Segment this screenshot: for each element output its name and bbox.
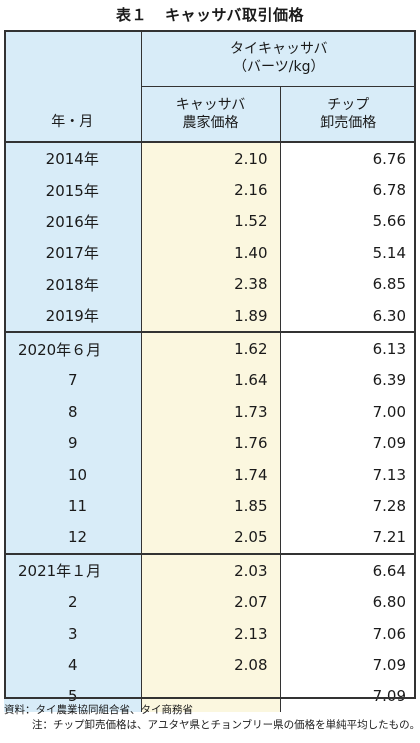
row-label: 4 xyxy=(4,649,142,681)
header-group-line1: タイキャッサバ xyxy=(230,41,328,57)
row-label: 10 xyxy=(4,458,142,491)
footnote: 注：チップ卸売価格は、アユタヤ県とチョンブリー県の価格を単純平均したもの。 xyxy=(32,719,420,731)
price-table: 年・月 タイキャッサバ （バーツ/kg） キャッサバ農家価格 チップ卸売価格 20… xyxy=(4,30,417,713)
farm-price-cell: 2.07 xyxy=(141,586,281,618)
table-row: 2019年 1.89 6.30 xyxy=(4,299,417,333)
row-label: 2017年 xyxy=(4,237,142,269)
table-row: 2014年 2.10 6.76 xyxy=(4,140,417,175)
farm-price-cell: 1.62 xyxy=(141,331,281,365)
chip-price-cell: 7.00 xyxy=(280,396,417,428)
row-label: 11 xyxy=(4,490,142,522)
source-note: 資料：タイ農業協同組合省、タイ商務省 xyxy=(4,704,193,716)
chip-price-cell: 7.09 xyxy=(280,427,417,459)
farm-price-cell: 2.03 xyxy=(141,553,281,587)
header-year-month: 年・月 xyxy=(4,30,142,142)
chip-price-cell: 7.09 xyxy=(280,649,417,681)
farm-price-cell: 1.89 xyxy=(141,299,281,333)
table-row: 3 2.13 7.06 xyxy=(4,617,417,650)
chip-price-cell: 6.64 xyxy=(280,553,417,587)
table-title-text: キャッサバ取引価格 xyxy=(165,6,304,24)
table-row: 7 1.64 6.39 xyxy=(4,364,417,397)
header-farm-price: キャッサバ 農家価格 xyxy=(141,86,281,142)
chip-price-cell: 7.21 xyxy=(280,521,417,555)
table-row: 9 1.76 7.09 xyxy=(4,427,417,459)
row-label: 2016年 xyxy=(4,205,142,238)
table-row: 10 1.74 7.13 xyxy=(4,458,417,491)
chip-price-cell: 6.30 xyxy=(280,299,417,333)
farm-price-cell: 1.76 xyxy=(141,427,281,459)
farm-price-cell: 1.64 xyxy=(141,364,281,397)
header-chip-line1: チップ xyxy=(327,97,370,113)
notes: 資料：タイ農業協同組合省、タイ商務省 注：チップ卸売価格は、アユタヤ県とチョンブ… xyxy=(4,703,420,733)
farm-price-cell: 2.38 xyxy=(141,268,281,300)
chip-price-cell: 6.78 xyxy=(280,174,417,206)
table-number: 表１ xyxy=(116,6,148,24)
table-row: 5 7.09 xyxy=(4,680,417,713)
row-label: 9 xyxy=(4,427,142,459)
header-farm-line2: 農家価格 xyxy=(182,115,239,131)
farm-price-cell: 1.85 xyxy=(141,490,281,522)
farm-price-cell: 1.40 xyxy=(141,237,281,269)
farm-price-cell: 1.74 xyxy=(141,458,281,491)
row-label: 8 xyxy=(4,396,142,428)
farm-price-cell xyxy=(141,680,281,713)
table-body: 2014年 2.10 6.76 2015年 2.16 6.78 2016年 1.52 5.66 2… xyxy=(4,140,417,713)
table-title: 表１ キャッサバ取引価格 xyxy=(0,4,420,25)
header-chip-price: チップ 卸売価格 xyxy=(280,86,417,142)
chip-price-cell: 5.66 xyxy=(280,205,417,238)
header-chip-line2: 卸売価格 xyxy=(320,115,377,131)
table-row: 2021年１月 2.03 6.64 xyxy=(4,553,417,587)
table-row: 2015年 2.16 6.78 xyxy=(4,174,417,206)
farm-price-cell: 2.08 xyxy=(141,649,281,681)
row-label: 2 xyxy=(4,586,142,618)
chip-price-cell: 7.13 xyxy=(280,458,417,491)
row-label: 2019年 xyxy=(4,299,142,333)
table-row: 2 2.07 6.80 xyxy=(4,586,417,618)
chip-price-cell: 7.09 xyxy=(280,680,417,713)
header-group: タイキャッサバ （バーツ/kg） xyxy=(141,30,417,87)
chip-price-cell: 6.39 xyxy=(280,364,417,397)
chip-price-cell: 6.13 xyxy=(280,331,417,365)
header-group-line2: （バーツ/kg） xyxy=(233,59,325,75)
chip-price-cell: 6.80 xyxy=(280,586,417,618)
table-row: 12 2.05 7.21 xyxy=(4,521,417,555)
row-label: 3 xyxy=(4,617,142,650)
chip-price-cell: 5.14 xyxy=(280,237,417,269)
chip-price-cell: 6.85 xyxy=(280,268,417,300)
table-row: 4 2.08 7.09 xyxy=(4,649,417,681)
row-label: 2018年 xyxy=(4,268,142,300)
header-farm-line1: キャッサバ xyxy=(175,97,246,113)
row-label: 7 xyxy=(4,364,142,397)
row-label: 2021年１月 xyxy=(4,553,142,587)
chip-price-cell: 6.76 xyxy=(280,140,417,175)
table-row: 2017年 1.40 5.14 xyxy=(4,237,417,269)
farm-price-cell: 1.52 xyxy=(141,205,281,238)
farm-price-cell: 2.13 xyxy=(141,617,281,650)
farm-price-cell: 2.05 xyxy=(141,521,281,555)
row-label: 5 xyxy=(4,680,142,713)
table-row: 2016年 1.52 5.66 xyxy=(4,205,417,238)
farm-price-cell: 2.16 xyxy=(141,174,281,206)
table-row: 2020年６月 1.62 6.13 xyxy=(4,331,417,365)
table-row: 2018年 2.38 6.85 xyxy=(4,268,417,300)
farm-price-cell: 2.10 xyxy=(141,140,281,175)
chip-price-cell: 7.06 xyxy=(280,617,417,650)
row-label: 2014年 xyxy=(4,140,142,175)
row-label: 2020年６月 xyxy=(4,331,142,365)
table-row: 8 1.73 7.00 xyxy=(4,396,417,428)
farm-price-cell: 1.73 xyxy=(141,396,281,428)
chip-price-cell: 7.28 xyxy=(280,490,417,522)
row-label: 12 xyxy=(4,521,142,555)
row-label: 2015年 xyxy=(4,174,142,206)
table-row: 11 1.85 7.28 xyxy=(4,490,417,522)
